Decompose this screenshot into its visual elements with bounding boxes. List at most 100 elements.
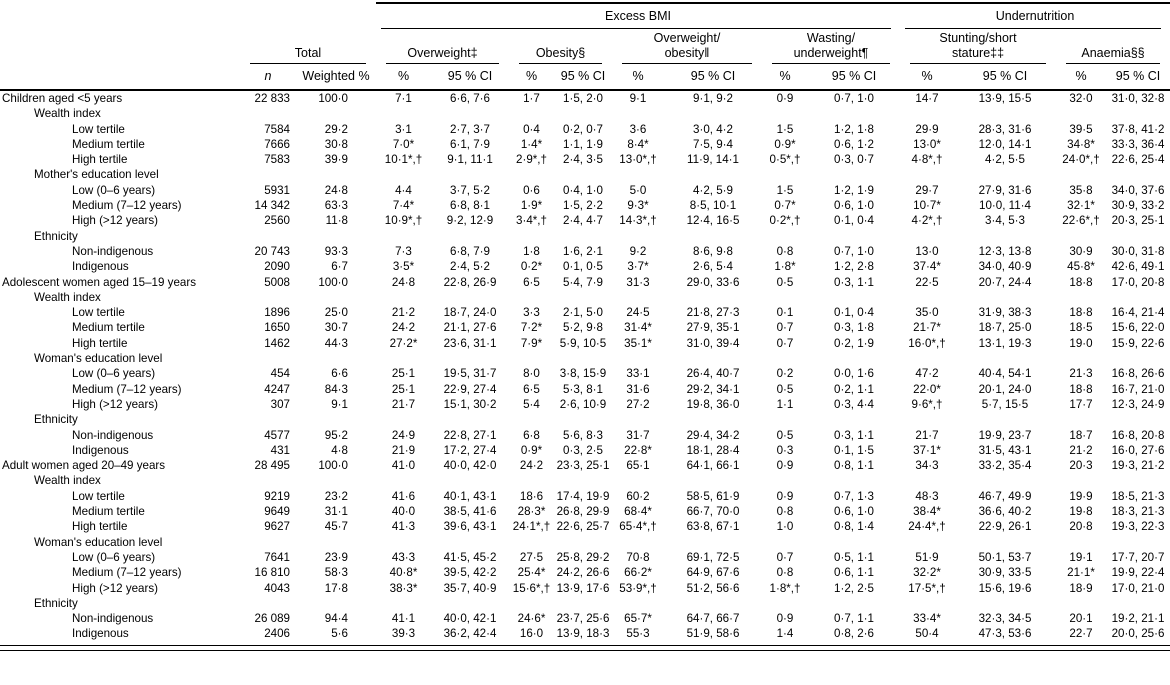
cell-n: 2560 bbox=[264, 214, 290, 228]
cell-stunting-ci: 28·3, 31·6 bbox=[978, 122, 1032, 136]
cell-wasting-pct: 1·8* bbox=[774, 260, 796, 274]
cell-overweight-obesity-ci: 51·2, 56·6 bbox=[686, 581, 740, 595]
col-header-pct-obesity: % bbox=[509, 64, 554, 91]
cell-n: 307 bbox=[270, 397, 290, 411]
cell-anaemia-ci: 16·8, 20·8 bbox=[1111, 428, 1165, 442]
cell-wasting-ci: 0·8, 1·4 bbox=[834, 520, 874, 534]
cell-overweight-obesity-pct: 70·8 bbox=[626, 550, 650, 564]
cell-overweight-ci: 41·5, 45·2 bbox=[443, 550, 497, 564]
cell-obesity-ci: 2·1, 5·0 bbox=[563, 306, 603, 320]
cell-stunting-ci: 50·1, 53·7 bbox=[978, 550, 1032, 564]
cell-overweight-obesity-ci: 51·9, 58·6 bbox=[686, 627, 740, 641]
cell-anaemia-pct: 24·0*,† bbox=[1062, 153, 1100, 167]
cell-weighted-pct: 25·0 bbox=[324, 306, 348, 320]
cell-obesity-ci: 23·7, 25·6 bbox=[556, 612, 610, 626]
cell-overweight-obesity-pct: 24·5 bbox=[626, 306, 650, 320]
cell-stunting-pct: 38·4* bbox=[913, 505, 941, 519]
cell-anaemia-pct: 18·9 bbox=[1069, 581, 1093, 595]
cell-obesity-pct: 24·1*,† bbox=[512, 520, 551, 534]
cell-overweight-ci: 21·1, 27·6 bbox=[443, 321, 497, 335]
cell-overweight-ci: 35·7, 40·9 bbox=[443, 581, 497, 595]
cell-anaemia-pct: 30·9 bbox=[1069, 244, 1093, 258]
group-rule-stunting-short-stature bbox=[910, 63, 1046, 64]
col-header-weighted: Weighted % bbox=[296, 64, 376, 91]
cell-weighted-pct: 6·6 bbox=[331, 367, 348, 381]
cell-anaemia-pct: 19·0 bbox=[1069, 336, 1093, 350]
row-label: Low tertile bbox=[72, 489, 125, 503]
cell-stunting-pct: 14·7 bbox=[915, 92, 939, 105]
col-header-pct-overweight: % bbox=[376, 64, 431, 91]
col-header-ci-anaemia: 95 % CI bbox=[1106, 64, 1170, 91]
cell-overweight-pct: 25·1 bbox=[391, 382, 416, 396]
cell-overweight-ci: 9·1, 11·1 bbox=[447, 153, 493, 167]
cell-overweight-obesity-pct: 8·4* bbox=[627, 137, 649, 151]
cell-obesity-ci: 0·1, 0·5 bbox=[563, 260, 603, 274]
cell-overweight-ci: 9·2, 12·9 bbox=[446, 214, 494, 228]
table-row: Medium (7–12 years) 14 342 63·3 7·4* 6·8, 8·… bbox=[0, 198, 1170, 213]
cell-overweight-obesity-pct: 3·7* bbox=[627, 260, 649, 274]
cell-n: 9627 bbox=[264, 520, 290, 534]
cell-stunting-pct: 37·1* bbox=[913, 443, 941, 457]
table-row: Wealth index bbox=[0, 473, 1170, 488]
col-header-ci-overweight-obesity: 95 % CI bbox=[664, 64, 762, 91]
cell-wasting-pct: 0·5 bbox=[776, 382, 794, 396]
cell-anaemia-pct: 19·8 bbox=[1069, 505, 1093, 519]
table-row: Wealth index bbox=[0, 106, 1170, 121]
cell-stunting-pct: 34·3 bbox=[915, 459, 939, 473]
cell-stunting-ci: 13·1, 19·3 bbox=[978, 336, 1032, 350]
cell-overweight-obesity-pct: 55·3 bbox=[626, 627, 650, 641]
row-label: Low (0–6 years) bbox=[72, 550, 156, 564]
row-label: Low tertile bbox=[72, 122, 125, 136]
cell-stunting-pct: 22·5 bbox=[915, 275, 939, 289]
cell-wasting-ci: 0·6, 1·2 bbox=[834, 137, 874, 151]
cell-stunting-pct: 37·4* bbox=[913, 260, 941, 274]
cell-overweight-ci: 6·6, 7·6 bbox=[450, 92, 490, 105]
cell-wasting-ci: 0·8, 1·1 bbox=[834, 459, 874, 473]
cell-anaemia-ci: 18·3, 21·3 bbox=[1111, 505, 1165, 519]
cell-n: 4577 bbox=[264, 428, 290, 442]
cell-overweight-ci: 22·8, 26·9 bbox=[443, 275, 497, 289]
cell-stunting-pct: 33·4* bbox=[913, 612, 941, 626]
cell-obesity-pct: 1·4* bbox=[520, 137, 543, 151]
cell-wasting-pct: 1·1 bbox=[776, 397, 794, 411]
cell-overweight-obesity-ci: 11·9, 14·1 bbox=[687, 153, 739, 167]
row-section-label: Adult women aged 20–49 years bbox=[2, 459, 166, 473]
table-row: Low (0–6 years) 7641 23·9 43·3 41·5, 45·2 27·… bbox=[0, 550, 1170, 565]
cell-stunting-ci: 22·9, 26·1 bbox=[978, 520, 1032, 534]
row-label: High tertile bbox=[72, 520, 128, 534]
cell-anaemia-pct: 18·8 bbox=[1069, 382, 1093, 396]
cell-weighted-pct: 100·0 bbox=[318, 459, 348, 473]
cell-anaemia-pct: 19·9 bbox=[1069, 489, 1093, 503]
spanner-row: Excess BMI Undernutrition bbox=[0, 2, 1170, 29]
cell-weighted-pct: 100·0 bbox=[318, 275, 348, 289]
cell-anaemia-ci: 16·0, 27·6 bbox=[1111, 443, 1165, 457]
row-label: High tertile bbox=[72, 336, 128, 350]
cell-stunting-pct: 9·6*,† bbox=[911, 397, 943, 411]
col-header-ci-overweight: 95 % CI bbox=[431, 64, 509, 91]
cell-overweight-obesity-ci: 69·1, 72·5 bbox=[686, 550, 740, 564]
table-row: Non-indigenous 4577 95·2 24·9 22·8, 27·1 6·8 5… bbox=[0, 428, 1170, 443]
cell-overweight-obesity-ci: 19·8, 36·0 bbox=[686, 397, 740, 411]
table-row: Adolescent women aged 15–19 years 5008 100… bbox=[0, 275, 1170, 290]
cell-weighted-pct: 30·7 bbox=[324, 321, 348, 335]
group-label-anaemia: Anaemia§§ bbox=[1081, 45, 1145, 60]
cell-n: 4043 bbox=[264, 581, 290, 595]
cell-anaemia-pct: 22·6*,† bbox=[1062, 214, 1100, 228]
cell-overweight-obesity-pct: 14·3*,† bbox=[619, 214, 657, 228]
cell-stunting-pct: 51·9 bbox=[915, 550, 939, 564]
cell-overweight-obesity-pct: 9·1 bbox=[629, 92, 647, 105]
cell-n: 9649 bbox=[264, 505, 290, 519]
table-row: Indigenous 431 4·8 21·9 17·2, 27·4 0·9* 0·3, 2… bbox=[0, 443, 1170, 458]
cell-obesity-pct: 7·2* bbox=[520, 321, 543, 335]
cell-overweight-obesity-ci: 29·2, 34·1 bbox=[686, 382, 740, 396]
cell-n: 7584 bbox=[264, 122, 290, 136]
cell-overweight-pct: 4·4 bbox=[395, 183, 412, 197]
cell-wasting-pct: 1·5 bbox=[776, 183, 794, 197]
cell-overweight-pct: 38·3* bbox=[389, 581, 418, 595]
cell-overweight-pct: 7·3 bbox=[395, 244, 412, 258]
cell-overweight-obesity-pct: 31·3 bbox=[626, 275, 650, 289]
cell-overweight-ci: 40·0, 42·1 bbox=[443, 612, 497, 626]
stub-header bbox=[0, 64, 240, 91]
cell-anaemia-ci: 17·0, 20·8 bbox=[1111, 275, 1165, 289]
cell-stunting-ci: 18·7, 25·0 bbox=[978, 321, 1032, 335]
